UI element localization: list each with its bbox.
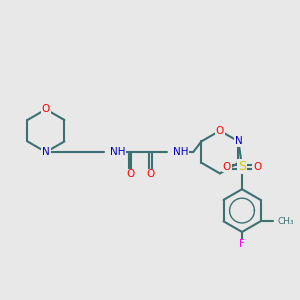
Text: O: O xyxy=(253,162,262,172)
Text: S: S xyxy=(238,160,246,173)
Text: N: N xyxy=(235,136,242,146)
Text: O: O xyxy=(126,169,134,179)
Text: NH: NH xyxy=(173,147,188,157)
Text: N: N xyxy=(42,147,50,157)
Text: F: F xyxy=(239,239,245,249)
Text: NH: NH xyxy=(110,147,126,157)
Text: O: O xyxy=(146,169,154,179)
Text: O: O xyxy=(42,104,50,114)
Text: O: O xyxy=(222,162,231,172)
Text: O: O xyxy=(216,126,224,136)
Text: CH₃: CH₃ xyxy=(278,217,294,226)
